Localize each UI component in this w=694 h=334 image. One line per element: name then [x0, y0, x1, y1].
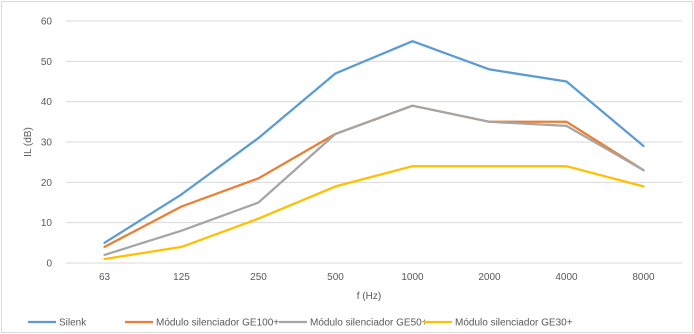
- x-axis-title: f (Hz): [357, 291, 381, 302]
- y-tick-label: 60: [41, 17, 53, 28]
- y-axis-ticks: 0 10 20 30 40 50 60: [41, 17, 53, 270]
- y-tick-label: 30: [41, 138, 53, 149]
- y-tick-label: 20: [41, 178, 53, 189]
- legend-label: Módulo silenciador GE30+: [455, 318, 573, 329]
- x-tick-label: 500: [327, 272, 344, 283]
- y-axis-title: IL (dB): [23, 127, 34, 157]
- series-lines: [103, 40, 645, 261]
- x-tick-label: 125: [173, 272, 190, 283]
- y-tick-label: 10: [41, 218, 53, 229]
- y-tick-label: 40: [41, 97, 53, 108]
- legend-label: Módulo silenciador GE50+: [310, 318, 428, 329]
- x-axis-ticks: 63 125 250 500 1000 2000 4000 8000: [99, 272, 655, 283]
- legend-label: Silenk: [59, 318, 87, 329]
- x-tick-label: 1000: [401, 272, 424, 283]
- y-tick-label: 50: [41, 57, 53, 68]
- legend-label: Módulo silenciador GE100+: [156, 318, 279, 329]
- series-line-4: [103, 165, 645, 261]
- series-line-3: [103, 104, 645, 257]
- legend: Silenk Módulo silenciador GE100+ Módulo si…: [28, 318, 573, 329]
- series-line-1: [103, 40, 645, 244]
- gridlines: [66, 20, 682, 224]
- x-tick-label: 4000: [555, 272, 578, 283]
- y-tick-label: 0: [46, 259, 52, 270]
- x-tick-label: 63: [99, 272, 111, 283]
- x-tick-label: 2000: [478, 272, 501, 283]
- x-tick-label: 8000: [632, 272, 655, 283]
- x-tick-label: 250: [250, 272, 267, 283]
